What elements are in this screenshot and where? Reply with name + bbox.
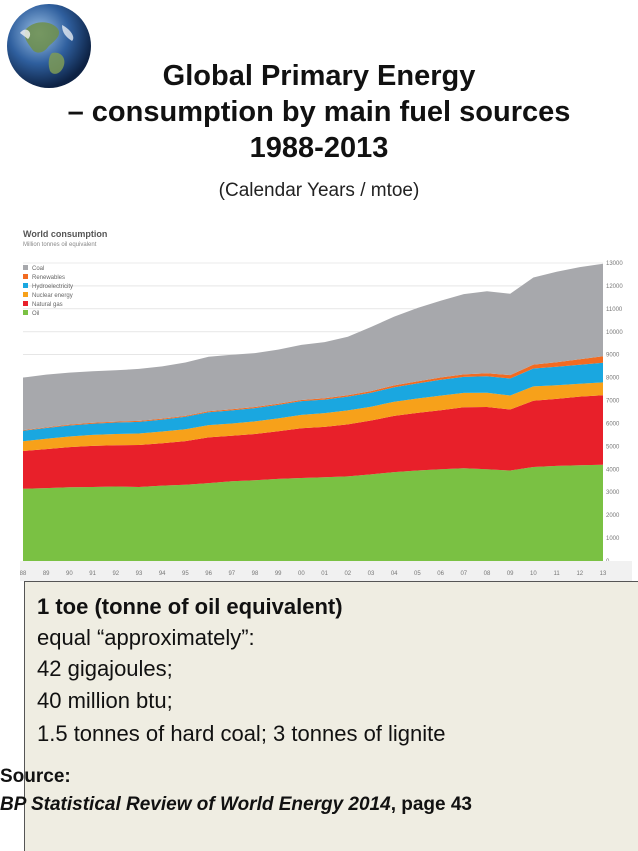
x-tick-98: 98 (252, 571, 259, 577)
area-oil (23, 464, 603, 561)
x-tick-00: 00 (298, 571, 305, 577)
x-tick-12: 12 (576, 571, 583, 577)
y-tick-5000: 5000 (606, 444, 620, 450)
x-tick-10: 10 (530, 571, 537, 577)
x-tick-09: 09 (507, 571, 514, 577)
x-tick-89: 89 (43, 571, 50, 577)
x-tick-07: 07 (460, 571, 467, 577)
source-page: , page 43 (390, 794, 473, 815)
info-line-2: 42 gigajoules; (37, 656, 173, 681)
legend-swatch-coal (23, 265, 28, 270)
chart-subtitle: Million tonnes oil equivalent (23, 242, 97, 248)
x-tick-92: 92 (112, 571, 119, 577)
x-tick-01: 01 (321, 571, 328, 577)
y-tick-9000: 9000 (606, 353, 620, 359)
area-nuclear-energy (23, 382, 603, 451)
globe-icon (7, 4, 91, 88)
legend-label-coal: Coal (32, 266, 44, 272)
x-tick-88: 88 (20, 571, 27, 577)
toe-info-box: 1 toe (tonne of oil equivalent) equal “a… (24, 581, 638, 851)
x-axis-band (20, 561, 632, 581)
y-tick-12000: 12000 (606, 284, 623, 290)
chart-title: World consumption (23, 229, 107, 239)
area-coal (23, 263, 603, 431)
y-tick-4000: 4000 (606, 467, 620, 473)
world-consumption-chart: 0100020003000400050006000700080009000100… (20, 229, 632, 581)
x-tick-04: 04 (391, 571, 398, 577)
legend-label-oil: Oil (32, 311, 39, 317)
y-tick-10000: 10000 (606, 330, 623, 336)
chart-legend: Coal Renewables Hydroelectricity Nuclear en… (23, 265, 73, 317)
y-tick-13000: 13000 (606, 261, 623, 267)
x-tick-02: 02 (344, 571, 351, 577)
chart-areas (23, 263, 603, 561)
y-tick-2000: 2000 (606, 513, 620, 519)
y-tick-3000: 3000 (606, 490, 620, 496)
y-tick-6000: 6000 (606, 421, 620, 427)
area-renewables (23, 356, 603, 431)
x-tick-97: 97 (228, 571, 235, 577)
info-line-1: equal “approximately”: (37, 625, 255, 650)
legend-swatch-nuclear-energy (23, 292, 28, 297)
title-line-2: – consumption by main fuel sources (67, 96, 571, 128)
info-line-4: 1.5 tonnes of hard coal; 3 tonnes of lig… (37, 721, 446, 746)
x-tick-95: 95 (182, 571, 189, 577)
y-tick-8000: 8000 (606, 376, 620, 382)
y-tick-1000: 1000 (606, 536, 620, 542)
source-label: Source: (0, 766, 71, 787)
x-tick-03: 03 (368, 571, 375, 577)
x-tick-96: 96 (205, 571, 212, 577)
info-line-3: 40 million btu; (37, 688, 173, 713)
page-title: Global Primary Energy – consumption by m… (0, 58, 638, 166)
x-tick-93: 93 (136, 571, 143, 577)
info-heading: 1 toe (tonne of oil equivalent) (37, 594, 343, 619)
source-citation: BP Statistical Review of World Energy 20… (0, 794, 472, 816)
x-tick-91: 91 (89, 571, 96, 577)
area-natural-gas (23, 395, 603, 489)
legend-label-nuclear-energy: Nuclear energy (32, 293, 73, 299)
legend-label-natural-gas: Natural gas (32, 302, 63, 308)
y-tick-11000: 11000 (606, 307, 623, 313)
source-title: BP Statistical Review of World Energy 20… (0, 794, 391, 815)
legend-swatch-oil (23, 310, 28, 315)
area-hydroelectricity (23, 362, 603, 442)
title-line-3: 1988-2013 (249, 132, 389, 164)
x-tick-05: 05 (414, 571, 421, 577)
title-line-1: Global Primary Energy (162, 60, 476, 92)
x-tick-90: 90 (66, 571, 73, 577)
x-tick-08: 08 (484, 571, 491, 577)
x-tick-99: 99 (275, 571, 282, 577)
page-subtitle: (Calendar Years / mtoe) (218, 180, 420, 201)
legend-label-renewables: Renewables (32, 275, 65, 281)
y-tick-7000: 7000 (606, 399, 620, 405)
x-tick-06: 06 (437, 571, 444, 577)
chart-axes: 0100020003000400050006000700080009000100… (20, 261, 632, 581)
legend-label-hydroelectricity: Hydroelectricity (32, 284, 73, 290)
legend-swatch-hydroelectricity (23, 283, 28, 288)
legend-swatch-natural-gas (23, 301, 28, 306)
x-tick-11: 11 (553, 571, 560, 577)
x-tick-13: 13 (600, 571, 607, 577)
x-tick-94: 94 (159, 571, 166, 577)
legend-swatch-renewables (23, 274, 28, 279)
